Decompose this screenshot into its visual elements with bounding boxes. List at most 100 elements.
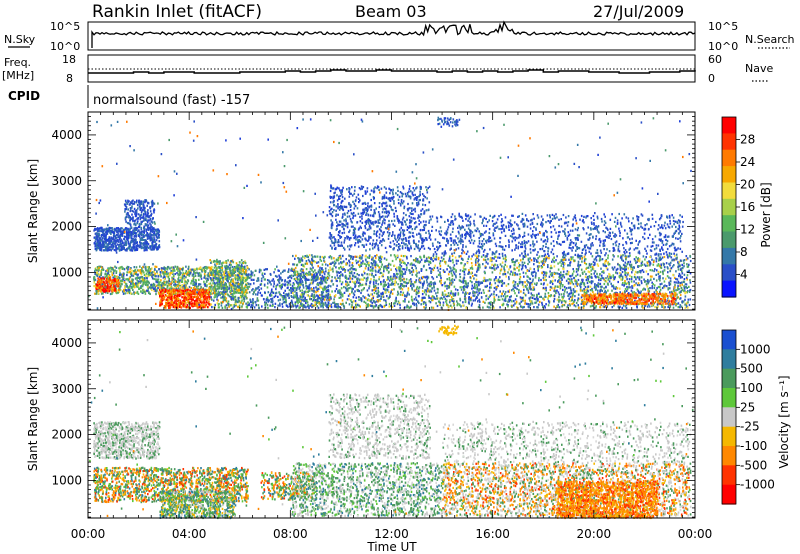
scatter-cell (216, 293, 219, 296)
scatter-cell (102, 233, 105, 236)
scatter-cell (173, 283, 175, 287)
scatter-cell (217, 290, 220, 293)
scatter-cell (288, 280, 290, 283)
scatter-cell (130, 282, 132, 285)
scatter-cell (243, 293, 246, 296)
scatter-cell (181, 279, 183, 282)
scatter-cell (102, 230, 105, 233)
scatter-cell (95, 269, 98, 272)
scatter-cell (110, 243, 112, 246)
scatter-cell (163, 277, 166, 280)
scatter-cell (525, 272, 527, 275)
scatter-cell (283, 283, 286, 286)
scatter-cell (414, 207, 416, 210)
scatter-cell (271, 304, 273, 307)
scatter-cell (202, 266, 205, 270)
scatter-cell (153, 274, 156, 277)
scatter-cell (129, 210, 132, 213)
scatter-cell (132, 232, 135, 235)
scatter-cell (153, 202, 156, 205)
scatter-cell (283, 295, 286, 299)
scatter-cell (333, 192, 335, 195)
scatter-cell (172, 305, 175, 309)
scatter-cell (149, 230, 152, 233)
scatter-cell (266, 286, 269, 289)
scatter-cell (119, 245, 122, 248)
scatter-cell (410, 190, 412, 193)
scatter-cell (158, 286, 160, 289)
scatter-cell (118, 277, 121, 280)
scatter-cell (339, 220, 342, 223)
scatter-cell (99, 265, 102, 268)
scatter-cell (136, 279, 138, 282)
scatter-cell (215, 276, 218, 280)
scatter-cell (143, 246, 146, 249)
scatter-cell (245, 305, 248, 308)
scatter-cell (118, 290, 120, 294)
scatter-cell (166, 286, 169, 289)
scatter-cell (162, 291, 165, 294)
scatter-cell (245, 269, 247, 272)
scatter-cell (158, 268, 160, 271)
scatter-cell (175, 280, 177, 283)
scatter-cell (250, 270, 252, 273)
scatter-cell (109, 292, 112, 296)
scatter-cell (174, 294, 177, 297)
scatter-cell (160, 267, 163, 270)
scatter-cell (406, 244, 409, 247)
scatter-cell (122, 230, 125, 233)
scatter-cell (282, 301, 285, 304)
scatter-cell (129, 284, 131, 287)
scatter-cell (105, 248, 107, 252)
scatter-cell (256, 279, 258, 282)
scatter-cell (131, 209, 134, 212)
scatter-cell (280, 287, 283, 290)
scatter-cell (112, 236, 115, 240)
scatter-cell (140, 280, 143, 283)
scatter-cell (207, 266, 209, 269)
scatter-cell (209, 273, 211, 276)
scatter-cell (511, 300, 513, 303)
scatter-cell (134, 215, 137, 218)
scatter-cell (459, 269, 462, 272)
scatter-cell (354, 186, 356, 189)
scatter-cell (361, 221, 364, 224)
scatter-cell (97, 290, 100, 293)
scatter-cell (494, 282, 497, 285)
scatter-cell (329, 285, 332, 288)
freq-left-top: 18 (62, 53, 76, 66)
scatter-cell (108, 286, 110, 289)
scatter-cell (363, 211, 366, 214)
scatter-cell (170, 269, 172, 272)
scatter-cell (145, 283, 147, 286)
scatter-cell (154, 244, 156, 247)
freq-right-top: 60 (708, 53, 722, 66)
scatter-cell (399, 248, 401, 251)
scatter-cell (136, 227, 138, 230)
scatter-cell (214, 283, 216, 286)
scatter-cell (274, 302, 277, 305)
scatter-cell (141, 277, 143, 280)
scatter-cell (215, 269, 217, 272)
scatter-cell (151, 203, 153, 206)
scatter-cell (181, 268, 183, 271)
scatter-cell (97, 269, 99, 272)
scatter-cell (153, 208, 155, 211)
scatter-cell (210, 279, 213, 282)
scatter-cell (180, 272, 182, 275)
scatter-cell (226, 266, 228, 269)
scatter-cell (353, 207, 356, 210)
scatter-cell (325, 270, 327, 273)
scatter-cell (412, 212, 414, 216)
scatter-cell (162, 271, 164, 274)
scatter-cell (223, 261, 226, 264)
scatter-cell (133, 291, 135, 294)
scatter-cell (116, 278, 118, 281)
scatter-cell (340, 241, 343, 244)
scatter-cell (190, 295, 192, 298)
scatter-cell (214, 275, 216, 278)
scatter-cell (352, 200, 354, 203)
scatter-cell (201, 293, 203, 296)
scatter-cell (413, 241, 415, 244)
scatter-cell (411, 209, 413, 212)
